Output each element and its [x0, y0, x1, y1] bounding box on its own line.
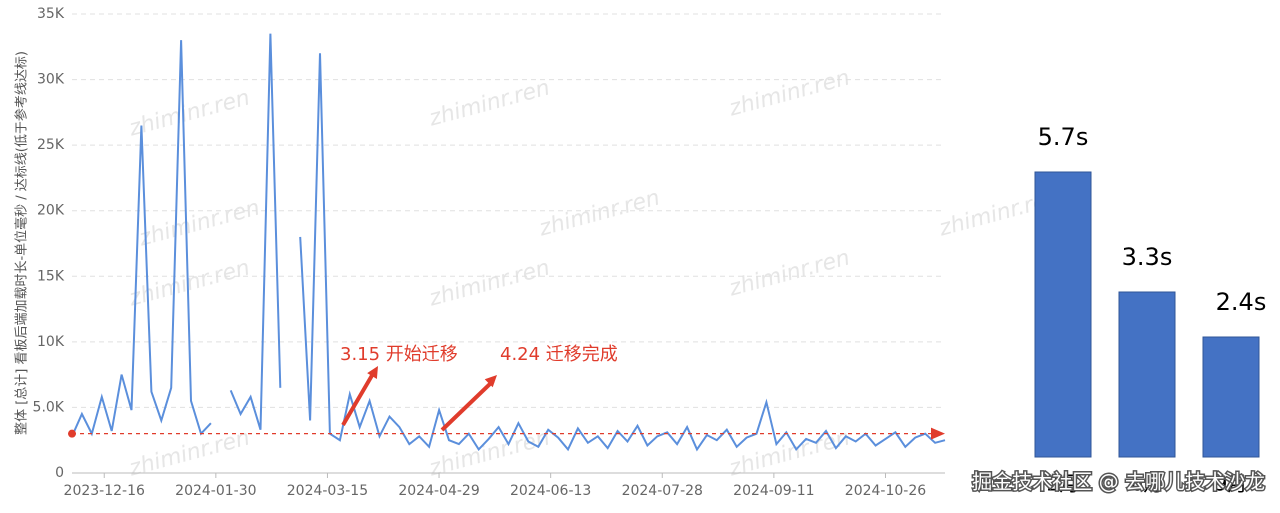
footer-watermark: 掘金技术社区 @ 去哪儿技术沙龙 [972, 470, 1265, 494]
annotation: 3.15 开始迁移 [340, 344, 458, 365]
y-tick-label: 0 [55, 465, 64, 481]
data-line [71, 33, 946, 452]
bar [1118, 291, 1176, 458]
reference-dot [68, 429, 76, 438]
annotation-arrowhead [484, 375, 497, 388]
bar-value-label: 5.7s [1038, 123, 1089, 151]
x-tick-label: 2024-03-15 [287, 483, 368, 499]
watermark: zhiminr.ren [426, 255, 553, 311]
y-tick-label: 25K [37, 137, 65, 153]
x-tick-label: 2024-04-29 [398, 483, 479, 499]
x-tick-label: 2月 [1047, 472, 1080, 496]
annotation: 4.24 迁移完成 [500, 344, 618, 365]
bar-value-label: 2.4s [1216, 288, 1267, 316]
y-tick-label: 5.0K [33, 399, 65, 415]
annotation-arrowhead [367, 366, 378, 379]
y-tick-label: 10K [37, 334, 65, 350]
x-tick-label: 6月 [1131, 472, 1164, 496]
watermark: zhiminr.ren [126, 85, 253, 141]
bar [1034, 171, 1092, 458]
annotation-arrow [440, 379, 495, 432]
y-tick-label: 30K [37, 72, 65, 88]
watermark: zhiminr.ren [536, 185, 663, 241]
watermark: zhiminr.ren [726, 65, 853, 121]
y-tick-label: 20K [37, 203, 65, 219]
y-tick-label: 15K [37, 268, 65, 284]
x-tick-label: 2023-12-16 [64, 483, 145, 499]
bar [1202, 336, 1260, 458]
reference-arrow [931, 427, 945, 440]
annotation-arrow [341, 370, 376, 427]
x-tick-label: 2024-09-11 [733, 483, 814, 499]
x-tick-label: 2024-07-28 [622, 483, 703, 499]
y-axis-label: 整体 [总计] 看板后端加载时长-单位毫秒 / 达标线(低于参考线达标) [14, 51, 30, 435]
watermark: zhiminr.ren [426, 75, 553, 131]
x-tick-label: 2024-06-13 [510, 483, 591, 499]
watermark: zhiminr.ren [726, 245, 853, 301]
x-tick-label: 2024-01-30 [175, 483, 256, 499]
y-tick-label: 35K [37, 6, 65, 22]
x-tick-label: 9月 [1215, 472, 1248, 496]
x-tick-label: 2024-10-26 [845, 483, 926, 499]
watermark: zhiminr.ren [136, 195, 263, 251]
bar-value-label: 3.3s [1122, 243, 1173, 271]
